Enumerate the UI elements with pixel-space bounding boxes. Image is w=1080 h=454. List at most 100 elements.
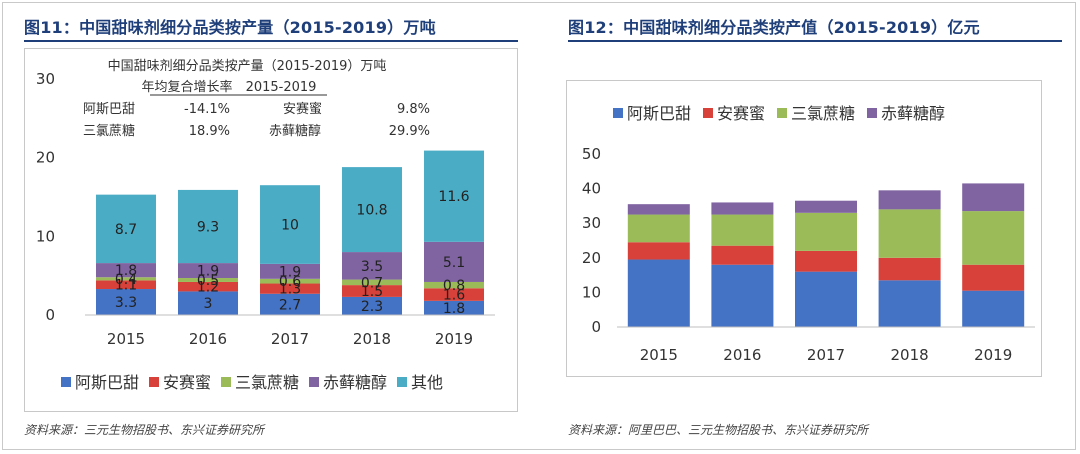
data-label: 0.8 <box>443 278 465 294</box>
data-label: 3 <box>204 296 213 312</box>
legend-label: 赤藓糖醇 <box>323 373 387 392</box>
figure-12-title-rule <box>568 40 1062 42</box>
annotation-row1-name-b: 安赛蜜 <box>283 101 322 117</box>
data-label: 1.6 <box>443 288 465 304</box>
legend-label: 安赛蜜 <box>163 373 211 392</box>
annotation-cagr-period: 2015-2019 <box>246 80 317 95</box>
data-label: 3.3 <box>115 295 137 311</box>
data-label: 1.9 <box>197 264 219 280</box>
data-label: 5.1 <box>443 255 465 271</box>
legend-label: 其他 <box>411 373 443 392</box>
bar-segment <box>178 189 238 264</box>
data-label: 3.5 <box>361 259 383 275</box>
figure-11-source: 资料来源：三元生物招股书、东兴证券研究所 <box>24 423 265 437</box>
data-label: 1.8 <box>443 301 465 317</box>
legend-swatch <box>613 108 623 118</box>
legend-label: 阿斯巴甜 <box>627 104 691 123</box>
bar-segment <box>260 278 320 284</box>
bar-segment <box>711 245 774 265</box>
y-tick-label: 40 <box>582 180 601 198</box>
figure-12-chart: 0 10 20 30 40 50 2015 2016 2017 2018 2019 阿斯巴甜 安赛蜜 三… <box>582 104 1035 364</box>
bar-segment <box>795 250 857 272</box>
bar-segment <box>627 242 690 260</box>
figure-12-title: 图12：中国甜味剂细分品类按产值（2015-2019）亿元 <box>568 18 980 37</box>
bar-segment <box>342 167 402 253</box>
bar-segment <box>260 263 320 279</box>
bar-segment <box>260 293 320 315</box>
bar-segment <box>627 259 690 327</box>
y-tick-label: 20 <box>582 249 601 267</box>
legend-label: 安赛蜜 <box>717 104 765 123</box>
data-label: 2.3 <box>361 299 383 315</box>
bar-segment <box>342 296 402 315</box>
data-label: 8.7 <box>115 222 137 238</box>
x-tick-label: 2015 <box>107 330 145 348</box>
bar-segment <box>342 279 402 286</box>
bar-segment <box>424 288 484 301</box>
x-tick-label: 2017 <box>271 330 309 348</box>
bar-segment <box>795 271 857 327</box>
legend-swatch <box>703 108 713 118</box>
bar-segment <box>962 264 1025 291</box>
legend-label: 赤藓糖醇 <box>881 104 945 123</box>
legend-swatch <box>309 377 319 387</box>
bar-segment <box>711 202 774 215</box>
bar-segment <box>627 204 690 215</box>
bar-segment <box>627 214 690 243</box>
bar-segment <box>424 150 484 242</box>
bar-segment <box>178 291 238 315</box>
bar-segment <box>178 263 238 279</box>
legend-swatch <box>867 108 877 118</box>
legend-swatch <box>777 108 787 118</box>
bar-segment <box>878 190 941 210</box>
y-tick-label: 50 <box>582 145 601 163</box>
figure-12-chart-box: 0 10 20 30 40 50 2015 2016 2017 2018 2019 阿斯巴甜 安赛蜜 三… <box>566 80 1042 377</box>
figure-11-title-rule <box>24 40 518 42</box>
bar-segment <box>96 280 156 290</box>
x-tick-label: 2019 <box>435 330 473 348</box>
data-label: 0.7 <box>361 275 383 291</box>
y-tick-label: 10 <box>582 283 601 301</box>
x-tick-label: 2019 <box>974 346 1012 364</box>
x-tick-label: 2015 <box>640 346 678 364</box>
bar-segment <box>878 280 941 327</box>
annotation-row1-value-b: 9.8% <box>397 102 430 117</box>
legend-label: 三氯蔗糖 <box>235 373 299 392</box>
bar-segment <box>962 290 1025 327</box>
y-tick-label: 30 <box>36 70 55 88</box>
data-label: 2.7 <box>279 297 301 313</box>
data-label: 1.3 <box>279 282 301 298</box>
data-label: 1.8 <box>115 263 137 279</box>
legend-label: 阿斯巴甜 <box>75 373 139 392</box>
data-label: 10.8 <box>356 203 387 219</box>
x-tick-label: 2016 <box>723 346 761 364</box>
legend-swatch <box>221 377 231 387</box>
bar-segment <box>96 289 156 315</box>
bar-segment <box>878 257 941 281</box>
y-tick-label: 10 <box>36 227 55 245</box>
y-tick-label: 30 <box>582 214 601 232</box>
data-label: 11.6 <box>438 189 469 205</box>
bar-segment <box>342 252 402 280</box>
data-label: 0.6 <box>279 274 301 290</box>
x-tick-label: 2018 <box>891 346 929 364</box>
bar-segment <box>260 283 320 294</box>
annotation-title: 中国甜味剂细分品类按产量（2015-2019）万吨 <box>108 58 387 74</box>
bar-segment <box>96 194 156 264</box>
bar-segment <box>424 281 484 289</box>
figure-12-source: 资料来源：阿里巴巴、三元生物招股书、东兴证券研究所 <box>568 423 869 437</box>
y-tick-label: 0 <box>45 306 55 324</box>
annotation-row2-name-a: 三氯蔗糖 <box>83 123 135 139</box>
data-label: 1.9 <box>279 264 301 280</box>
bar-segment <box>711 214 774 246</box>
figure-11-chart: 3.31.10.41.88.731.20.51.99.32.71.30.61.9… <box>36 58 495 392</box>
x-tick-label: 2017 <box>807 346 845 364</box>
data-label: 1.1 <box>115 278 137 294</box>
bar-segment <box>178 281 238 292</box>
bar-segment <box>260 185 320 264</box>
bar-segment <box>342 285 402 297</box>
bar-segment <box>962 183 1025 212</box>
figure-11-title: 图11：中国甜味剂细分品类按产量（2015-2019）万吨 <box>24 18 436 37</box>
growth-rate-annotation: 中国甜味剂细分品类按产量（2015-2019）万吨 年均复合增长率 2015-2… <box>83 58 430 139</box>
